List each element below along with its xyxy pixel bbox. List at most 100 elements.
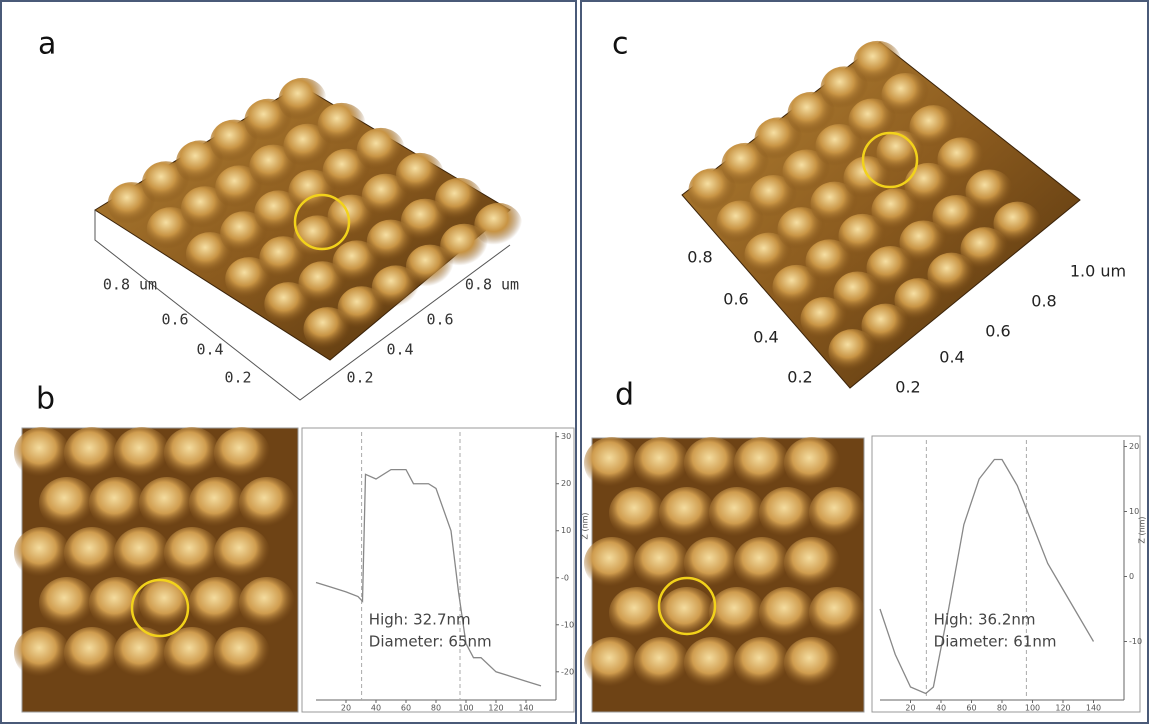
x-tick-label: 140 [518,704,533,713]
axis-label-3d: 0.6 [161,311,188,329]
grain [64,527,120,579]
surface-bump [318,103,366,147]
panel-label: d [615,378,634,413]
profile-panel [302,428,574,712]
axis-label-3d: 0.6 [426,311,453,329]
grain [784,537,840,589]
y-tick-label: -0 [561,573,569,582]
y-tick-label: 20 [561,479,571,488]
grain [759,587,815,639]
axis-label-3d: 0.2 [895,378,920,397]
grain [164,527,220,579]
surface-bump [279,78,327,122]
x-tick-label: 120 [1055,704,1070,713]
y-tick-label: 10 [561,526,571,535]
grain [809,487,865,539]
grain [64,627,120,679]
grain [709,487,765,539]
axis-label-3d: 0.4 [386,341,413,359]
x-tick-label: 40 [371,704,381,713]
y-tick-label: -10 [1129,637,1142,646]
surface-bump [994,202,1042,246]
axis-label-3d: 0.4 [939,348,964,367]
grain [684,637,740,689]
grain [64,427,120,479]
axis-label-3d: 0.4 [753,328,778,347]
annotation: Diameter: 65nm [369,633,492,651]
grain [239,577,295,629]
grain [684,537,740,589]
axis-label-3d: 0.2 [224,369,251,387]
y-tick-label: -20 [561,667,574,676]
surface-bump [474,203,522,247]
grain [634,637,690,689]
grain [609,487,665,539]
surface-bump [357,128,405,172]
panel-label: b [36,382,55,417]
grain [214,427,270,479]
axis-label-3d: 0.8 um [465,276,519,294]
surface-bump [435,178,483,222]
grain [734,637,790,689]
y-tick-label: 20 [1129,442,1139,451]
figure: a c b d 0.8 um0.60.40.20.8 um0.60.40.20.… [0,0,1150,724]
grain [214,527,270,579]
grain [139,477,195,529]
x-tick-label: 40 [936,704,946,713]
y-axis-label: Z (nm) [1138,516,1147,543]
grain [734,537,790,589]
grain [784,637,840,689]
x-tick-label: 80 [997,704,1007,713]
profile-panel [872,436,1140,712]
grain [189,477,245,529]
grain [634,537,690,589]
grain [89,477,145,529]
grain [659,487,715,539]
x-tick-label: 20 [341,704,351,713]
grain [609,587,665,639]
grain [164,427,220,479]
surface-bump [396,153,444,197]
grain [634,437,690,489]
x-tick-label: 80 [431,704,441,713]
axis-label-3d: 0.6 [723,290,748,309]
x-tick-label: 100 [1025,704,1040,713]
grain [239,477,295,529]
grain [584,537,640,589]
y-axis-label: Z (nm) [581,512,590,539]
x-tick-label: 120 [488,704,503,713]
grain [114,527,170,579]
x-tick-label: 140 [1086,704,1101,713]
grain [809,587,865,639]
panel-label: a [38,27,56,62]
annotation: High: 36.2nm [934,611,1036,629]
grain [759,487,815,539]
annotation: Diameter: 61nm [934,633,1057,651]
grain [659,587,715,639]
grain [14,527,70,579]
grain [14,427,70,479]
grain [584,637,640,689]
grain [14,627,70,679]
x-tick-label: 20 [905,704,915,713]
grain [114,427,170,479]
annotation: High: 32.7nm [369,611,471,629]
x-tick-label: 60 [966,704,976,713]
x-tick-label: 60 [401,704,411,713]
axis-label-3d: 1.0 um [1070,262,1126,281]
y-tick-label: 30 [561,432,571,441]
grain [39,577,95,629]
grain [734,437,790,489]
grain [189,577,245,629]
panel-label: c [612,27,629,62]
axis-label-3d: 0.8 um [103,276,157,294]
axis-label-3d: 0.8 [1031,292,1056,311]
axis-label-3d: 0.8 [687,248,712,267]
axis-label-3d: 0.6 [985,322,1010,341]
axis-label-3d: 0.2 [787,368,812,387]
y-tick-label: 0 [1129,572,1134,581]
axis-label-3d: 0.4 [196,341,223,359]
x-tick-label: 100 [458,704,473,713]
grain [709,587,765,639]
axis-label-3d: 0.2 [346,369,373,387]
